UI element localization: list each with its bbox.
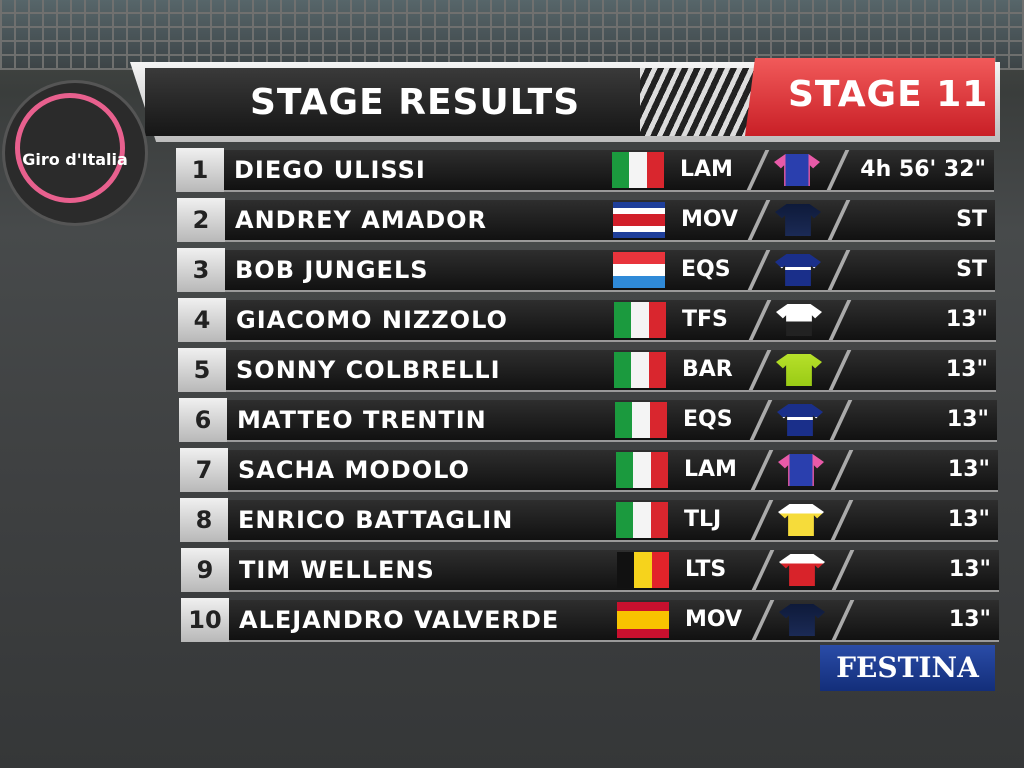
row-bar <box>226 300 996 342</box>
rank: 10 <box>181 598 229 642</box>
rider-name: TIM WELLENS <box>239 556 435 584</box>
time: 13" <box>948 607 991 632</box>
sponsor: FESTINA <box>820 645 995 691</box>
stage-box <box>745 58 995 136</box>
flag <box>614 302 666 338</box>
team: BAR <box>682 357 733 382</box>
flag <box>616 452 668 488</box>
result-row: 7 SACHA MODOLO LAM 13" <box>180 448 998 492</box>
row-bar <box>225 200 995 242</box>
rank: 8 <box>180 498 228 542</box>
result-row: 5 SONNY COLBRELLI BAR 13" <box>178 348 996 392</box>
result-row: 2 ANDREY AMADOR MOV ST <box>177 198 995 242</box>
flag <box>615 402 667 438</box>
row-bar <box>225 250 995 292</box>
flag <box>612 152 664 188</box>
rider-name: ANDREY AMADOR <box>235 206 488 234</box>
flag <box>616 502 668 538</box>
team: TFS <box>682 307 728 332</box>
result-row: 4 GIACOMO NIZZOLO TFS 13" <box>178 298 996 342</box>
row-bar <box>224 150 994 192</box>
result-row: 8 ENRICO BATTAGLIN TLJ 13" <box>180 498 998 542</box>
rider-name: SACHA MODOLO <box>238 456 470 484</box>
title: STAGE RESULTS <box>250 82 581 123</box>
time: ST <box>956 257 987 282</box>
row-bar <box>229 600 999 642</box>
time: 4h 56' 32" <box>860 157 986 182</box>
flag <box>617 602 669 638</box>
rider-name: BOB JUNGELS <box>235 256 429 284</box>
result-row: 6 MATTEO TRENTIN EQS 13" <box>179 398 997 442</box>
result-row: 9 TIM WELLENS LTS 13" <box>181 548 999 592</box>
team: LAM <box>680 157 733 182</box>
rider-name: SONNY COLBRELLI <box>236 356 501 384</box>
rider-name: ENRICO BATTAGLIN <box>238 506 514 534</box>
flag <box>617 552 669 588</box>
time: 13" <box>945 307 988 332</box>
row-bar <box>226 350 996 392</box>
row-bar <box>228 500 998 542</box>
rider-name: DIEGO ULISSI <box>234 156 426 184</box>
result-row: 10 ALEJANDRO VALVERDE MOV 13" <box>181 598 999 642</box>
result-row: 1 DIEGO ULISSI LAM 4h 56' 32" <box>176 148 994 192</box>
row-bar <box>228 450 998 492</box>
flag <box>613 252 665 288</box>
team: LTS <box>685 557 727 582</box>
team: LAM <box>684 457 737 482</box>
rider-name: MATTEO TRENTIN <box>237 406 487 434</box>
time: 13" <box>947 507 990 532</box>
time: 13" <box>946 407 989 432</box>
rank: 1 <box>176 148 224 192</box>
rank: 3 <box>177 248 225 292</box>
rank: 6 <box>179 398 227 442</box>
team: EQS <box>681 257 731 282</box>
time: ST <box>956 207 987 232</box>
rank: 2 <box>177 198 225 242</box>
logo-text: Giro d'Italia <box>22 150 128 169</box>
result-row: 3 BOB JUNGELS EQS ST <box>177 248 995 292</box>
rider-name: ALEJANDRO VALVERDE <box>239 606 560 634</box>
time: 13" <box>948 557 991 582</box>
rank: 5 <box>178 348 226 392</box>
team: MOV <box>681 207 739 232</box>
time: 13" <box>947 457 990 482</box>
rider-name: GIACOMO NIZZOLO <box>236 306 508 334</box>
team: MOV <box>685 607 743 632</box>
team: EQS <box>683 407 733 432</box>
flag <box>614 352 666 388</box>
row-bar <box>227 400 997 442</box>
team: TLJ <box>684 507 722 532</box>
rank: 7 <box>180 448 228 492</box>
logo-ring <box>15 93 125 203</box>
stage-label: STAGE 11 <box>788 74 989 115</box>
row-bar <box>229 550 999 592</box>
rank: 4 <box>178 298 226 342</box>
time: 13" <box>945 357 988 382</box>
rank: 9 <box>181 548 229 592</box>
flag <box>613 202 665 238</box>
